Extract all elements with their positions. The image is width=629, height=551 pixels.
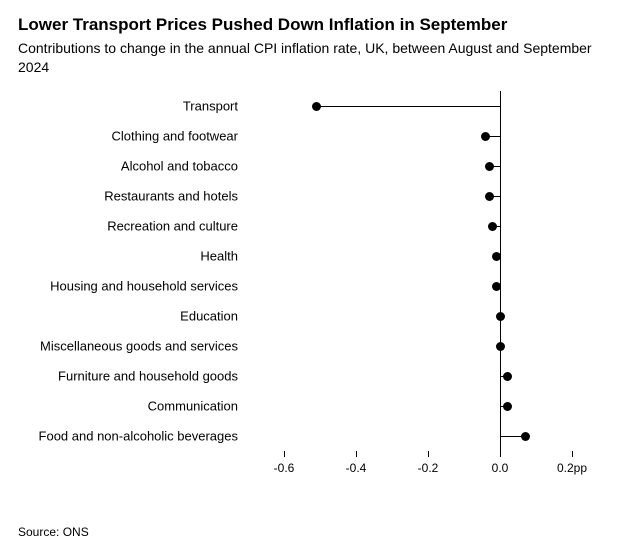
category-label: Food and non-alcoholic beverages [39,429,238,444]
category-label: Restaurants and hotels [104,189,238,204]
data-row: Education [248,301,608,331]
data-row: Alcohol and tobacco [248,151,608,181]
chart-container: Lower Transport Prices Pushed Down Infla… [0,0,629,551]
data-row: Food and non-alcoholic beverages [248,421,608,451]
data-row: Furniture and household goods [248,361,608,391]
x-tick-mark [356,451,357,457]
lollipop-dot [496,312,505,321]
data-row: Communication [248,391,608,421]
chart-area: TransportClothing and footwearAlcohol an… [18,91,611,491]
x-tick-mark [500,451,501,457]
x-axis-labels: -0.6 -0.4 -0.2 0.0 0.2pp [248,461,608,481]
lollipop-dot [488,222,497,231]
lollipop-stem [316,106,500,107]
category-label: Furniture and household goods [58,369,238,384]
x-tick-mark [284,451,285,457]
lollipop-dot [312,102,321,111]
x-tick-label: 0.2pp [557,461,587,475]
lollipop-dot [503,372,512,381]
lollipop-dot [496,342,505,351]
category-label: Alcohol and tobacco [121,159,238,174]
category-label: Recreation and culture [107,219,238,234]
lollipop-dot [492,252,501,261]
lollipop-dot [503,402,512,411]
data-row: Miscellaneous goods and services [248,331,608,361]
chart-title: Lower Transport Prices Pushed Down Infla… [18,14,611,35]
data-row: Clothing and footwear [248,121,608,151]
chart-subtitle: Contributions to change in the annual CP… [18,39,611,77]
data-row: Transport [248,91,608,121]
category-label: Clothing and footwear [112,129,238,144]
category-label: Miscellaneous goods and services [40,339,238,354]
data-row: Health [248,241,608,271]
category-label: Housing and household services [50,279,238,294]
x-tick-label: -0.2 [418,461,439,475]
x-tick-label: 0.0 [492,461,509,475]
category-label: Communication [148,399,238,414]
data-row: Housing and household services [248,271,608,301]
category-label: Education [180,309,238,324]
data-row: Restaurants and hotels [248,181,608,211]
category-label: Transport [183,99,238,114]
x-tick-mark [428,451,429,457]
x-tick-label: -0.4 [346,461,367,475]
lollipop-dot [492,282,501,291]
lollipop-dot [481,132,490,141]
data-row: Recreation and culture [248,211,608,241]
x-tick-label: -0.6 [274,461,295,475]
category-label: Health [200,249,238,264]
x-tick-mark [572,451,573,457]
lollipop-dot [521,432,530,441]
lollipop-dot [485,162,494,171]
plot-region: TransportClothing and footwearAlcohol an… [248,91,608,451]
source-text: Source: ONS [18,525,89,539]
lollipop-dot [485,192,494,201]
